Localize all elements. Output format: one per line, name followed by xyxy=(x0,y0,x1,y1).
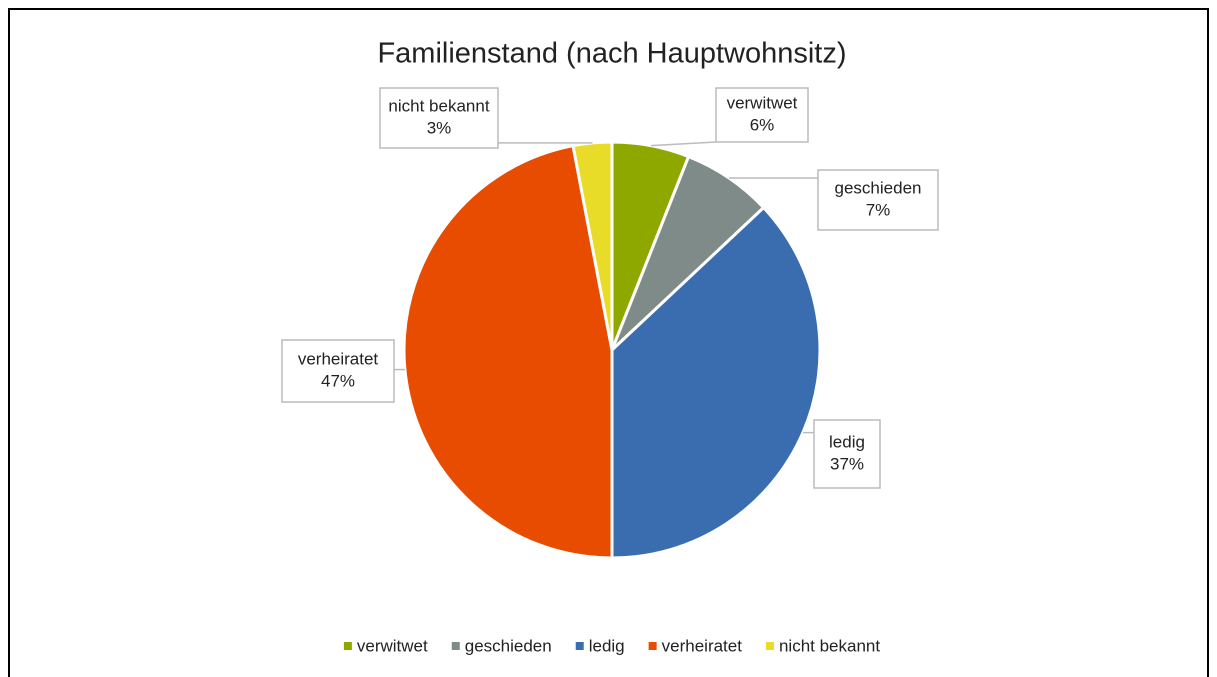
label-box xyxy=(813,419,881,489)
legend-label: verheiratet xyxy=(662,636,743,655)
label-box xyxy=(715,87,809,143)
legend-label: verwitwet xyxy=(357,636,428,655)
legend-label: geschieden xyxy=(465,636,552,655)
data-label: 6% xyxy=(750,115,775,134)
data-label: 7% xyxy=(866,200,891,219)
legend-label: nicht bekannt xyxy=(779,636,880,655)
legend-swatch xyxy=(343,642,352,650)
label-box xyxy=(379,87,499,149)
legend-swatch xyxy=(765,642,774,650)
pie-slice xyxy=(571,140,614,351)
leader-line xyxy=(650,141,717,147)
legend-label: ledig xyxy=(589,636,625,655)
data-label-name: geschieden xyxy=(835,178,922,197)
frame xyxy=(8,8,1209,677)
data-label-name: ledig xyxy=(829,432,865,451)
pie-slice xyxy=(610,205,822,560)
data-label-name: verheiratet xyxy=(298,349,379,368)
label-box xyxy=(817,169,939,231)
chart-title: Familienstand (nach Hauptwohnsitz) xyxy=(377,38,846,70)
data-label-name: nicht bekannt xyxy=(388,96,489,115)
label-box xyxy=(281,339,395,403)
data-label: 47% xyxy=(321,371,355,390)
legend-swatch xyxy=(451,642,460,650)
pie-slice xyxy=(402,143,614,560)
legend-swatch xyxy=(575,642,584,650)
data-label: 3% xyxy=(427,118,452,137)
data-label-name: verwitwet xyxy=(727,93,798,112)
legend-swatch xyxy=(648,642,657,650)
data-label: 37% xyxy=(830,454,864,473)
